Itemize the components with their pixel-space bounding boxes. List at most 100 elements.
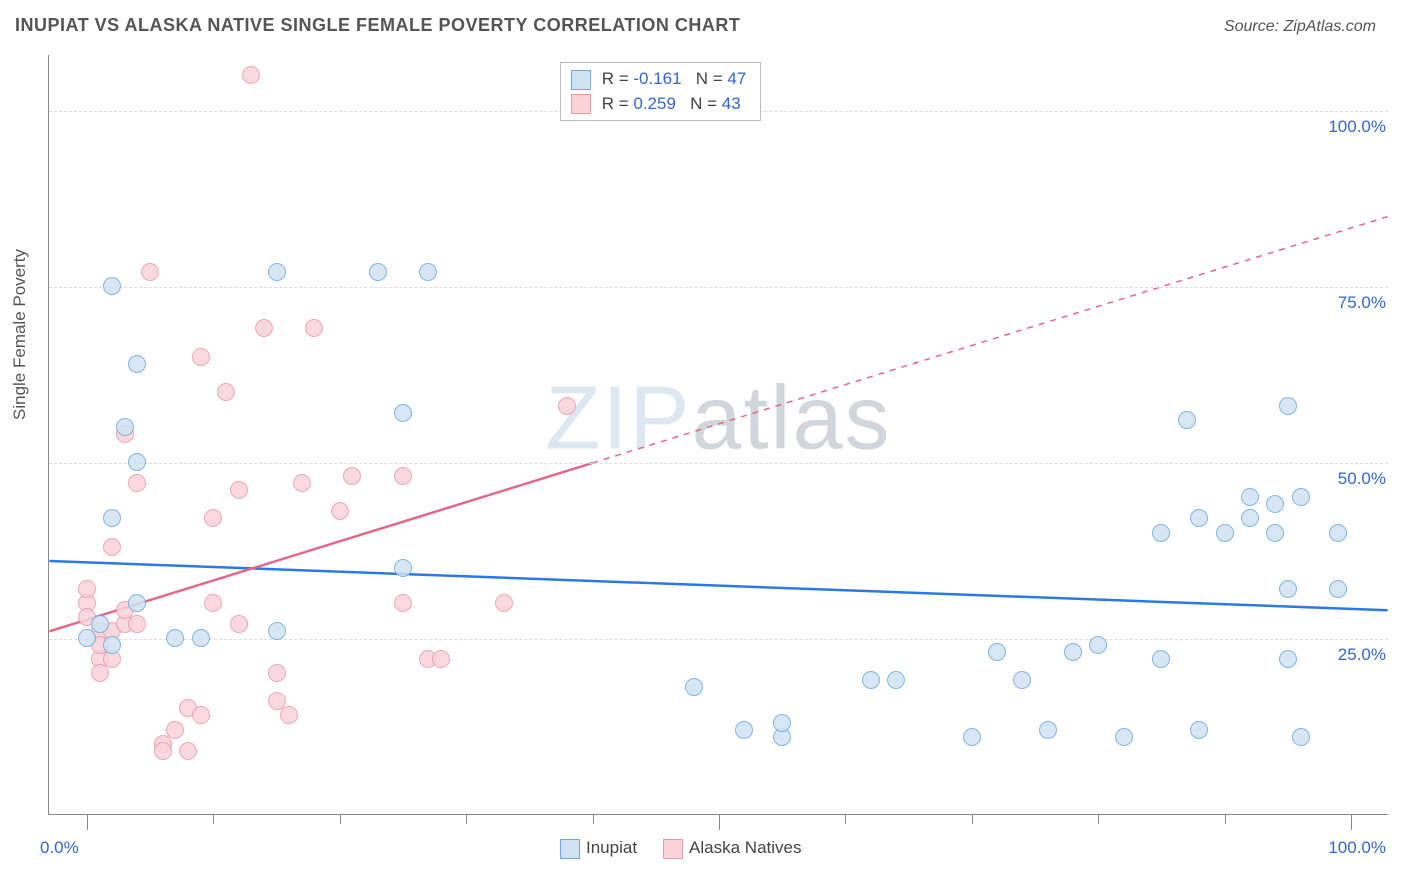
watermark-part1: ZIP (545, 369, 691, 469)
x-tick (340, 814, 341, 824)
data-point-blue (1115, 728, 1133, 746)
x-axis-max-label: 100.0% (1328, 838, 1386, 858)
data-point-blue (128, 355, 146, 373)
data-point-blue (735, 721, 753, 739)
x-tick (87, 814, 88, 830)
data-point-pink (166, 721, 184, 739)
data-point-pink (305, 319, 323, 337)
data-point-pink (495, 594, 513, 612)
data-point-pink (192, 348, 210, 366)
legend-label: Inupiat (586, 838, 637, 857)
watermark: ZIPatlas (545, 368, 891, 471)
data-point-blue (1216, 524, 1234, 542)
data-point-blue (1190, 509, 1208, 527)
data-point-pink (255, 319, 273, 337)
scatter-plot: ZIPatlas (48, 55, 1388, 815)
data-point-pink (179, 742, 197, 760)
data-point-pink (242, 66, 260, 84)
data-point-pink (78, 580, 96, 598)
x-tick (845, 814, 846, 824)
data-point-blue (1292, 488, 1310, 506)
stats-row: R = -0.161 N = 47 (567, 67, 750, 92)
x-tick (972, 814, 973, 824)
data-point-blue (887, 671, 905, 689)
trend-lines-layer (49, 55, 1388, 814)
data-point-blue (963, 728, 981, 746)
data-point-blue (1178, 411, 1196, 429)
gridline (49, 287, 1388, 288)
data-point-blue (773, 714, 791, 732)
y-axis-tick-label: 50.0% (1338, 469, 1386, 489)
data-point-blue (394, 559, 412, 577)
data-point-blue (103, 636, 121, 654)
legend-swatch (560, 839, 580, 859)
x-tick (466, 814, 467, 824)
x-tick (1098, 814, 1099, 824)
data-point-blue (103, 277, 121, 295)
data-point-blue (268, 622, 286, 640)
data-point-blue (128, 453, 146, 471)
data-point-blue (394, 404, 412, 422)
data-point-pink (230, 481, 248, 499)
stats-text: R = -0.161 N = 47 (597, 69, 746, 88)
data-point-pink (204, 594, 222, 612)
data-point-pink (394, 467, 412, 485)
data-point-blue (862, 671, 880, 689)
data-point-pink (394, 594, 412, 612)
y-axis-tick-label: 75.0% (1338, 293, 1386, 313)
y-axis-label: Single Female Poverty (10, 249, 30, 420)
data-point-blue (1279, 650, 1297, 668)
legend-swatch (571, 70, 591, 90)
data-point-blue (192, 629, 210, 647)
source-label: Source: ZipAtlas.com (1224, 18, 1376, 36)
data-point-blue (116, 418, 134, 436)
watermark-part2: atlas (691, 369, 891, 469)
data-point-blue (1089, 636, 1107, 654)
data-point-blue (1279, 397, 1297, 415)
data-point-blue (1152, 650, 1170, 668)
y-axis-tick-label: 25.0% (1338, 645, 1386, 665)
data-point-blue (1292, 728, 1310, 746)
data-point-blue (1190, 721, 1208, 739)
data-point-blue (128, 594, 146, 612)
legend-item: Alaska Natives (663, 838, 801, 857)
data-point-blue (78, 629, 96, 647)
data-point-pink (204, 509, 222, 527)
stats-legend: R = -0.161 N = 47 R = 0.259 N = 43 (560, 62, 761, 121)
data-point-blue (988, 643, 1006, 661)
data-point-blue (1039, 721, 1057, 739)
data-point-pink (128, 615, 146, 633)
x-tick (213, 814, 214, 824)
data-point-blue (1329, 524, 1347, 542)
data-point-pink (141, 263, 159, 281)
trend-line (49, 561, 1387, 610)
data-point-blue (103, 509, 121, 527)
data-point-pink (331, 502, 349, 520)
data-point-pink (343, 467, 361, 485)
legend-label: Alaska Natives (689, 838, 801, 857)
stats-row: R = 0.259 N = 43 (567, 92, 750, 117)
x-axis-min-label: 0.0% (40, 838, 79, 858)
data-point-pink (432, 650, 450, 668)
gridline (49, 639, 1388, 640)
x-tick (1351, 814, 1352, 830)
data-point-blue (1279, 580, 1297, 598)
data-point-pink (293, 474, 311, 492)
x-tick (1225, 814, 1226, 824)
data-point-pink (230, 615, 248, 633)
data-point-blue (1241, 488, 1259, 506)
data-point-blue (1266, 495, 1284, 513)
data-point-blue (1329, 580, 1347, 598)
gridline (49, 463, 1388, 464)
data-point-blue (166, 629, 184, 647)
stats-text: R = 0.259 N = 43 (597, 94, 741, 113)
data-point-blue (369, 263, 387, 281)
data-point-blue (268, 263, 286, 281)
data-point-pink (280, 706, 298, 724)
chart-title: INUPIAT VS ALASKA NATIVE SINGLE FEMALE P… (15, 15, 740, 36)
y-axis-tick-label: 100.0% (1328, 117, 1386, 137)
data-point-pink (154, 742, 172, 760)
data-point-pink (192, 706, 210, 724)
data-point-blue (1013, 671, 1031, 689)
x-tick (719, 814, 720, 830)
